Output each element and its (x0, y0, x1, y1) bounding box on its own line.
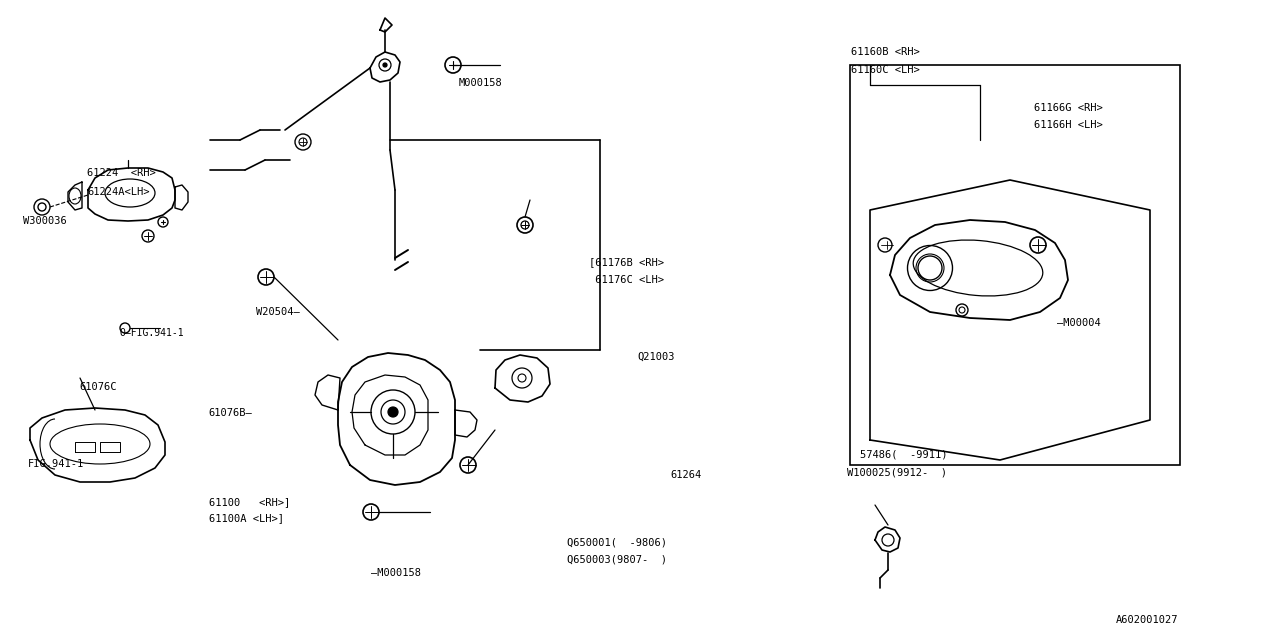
Text: 61076C: 61076C (79, 382, 116, 392)
Text: Q650003(9807-  ): Q650003(9807- ) (567, 555, 667, 565)
Text: 57486(  -9911): 57486( -9911) (860, 449, 947, 460)
Text: FIG.941-1: FIG.941-1 (28, 459, 84, 469)
Text: Q650001(  -9806): Q650001( -9806) (567, 537, 667, 547)
Bar (850, 65, 1180, 465)
Text: 61076B—: 61076B— (209, 408, 252, 418)
Text: 61224A<LH>: 61224A<LH> (87, 187, 150, 197)
Text: 61100   <RH>]: 61100 <RH>] (209, 497, 289, 508)
Text: W300036: W300036 (23, 216, 67, 226)
Text: [61176B <RH>: [61176B <RH> (589, 257, 664, 268)
Text: 61166H <LH>: 61166H <LH> (1034, 120, 1103, 131)
Text: 61176C <LH>: 61176C <LH> (589, 275, 664, 285)
Circle shape (388, 407, 398, 417)
Text: 61264: 61264 (671, 470, 701, 480)
Text: —M000158: —M000158 (371, 568, 421, 578)
Text: W100025(9912-  ): W100025(9912- ) (847, 467, 947, 477)
Text: 61166G <RH>: 61166G <RH> (1034, 102, 1103, 113)
Text: M000158: M000158 (458, 78, 502, 88)
Circle shape (383, 63, 387, 67)
Text: 61100A <LH>]: 61100A <LH>] (209, 513, 284, 524)
Text: O—FIG.941-1: O—FIG.941-1 (119, 328, 183, 338)
Text: 61160B <RH>: 61160B <RH> (851, 47, 920, 58)
Text: —M00004: —M00004 (1057, 317, 1101, 328)
Text: W20504—: W20504— (256, 307, 300, 317)
Text: 61160C <LH>: 61160C <LH> (851, 65, 920, 76)
Text: Q21003: Q21003 (637, 352, 675, 362)
Text: A602001027: A602001027 (1116, 614, 1179, 625)
Text: 61224  <RH>: 61224 <RH> (87, 168, 156, 178)
